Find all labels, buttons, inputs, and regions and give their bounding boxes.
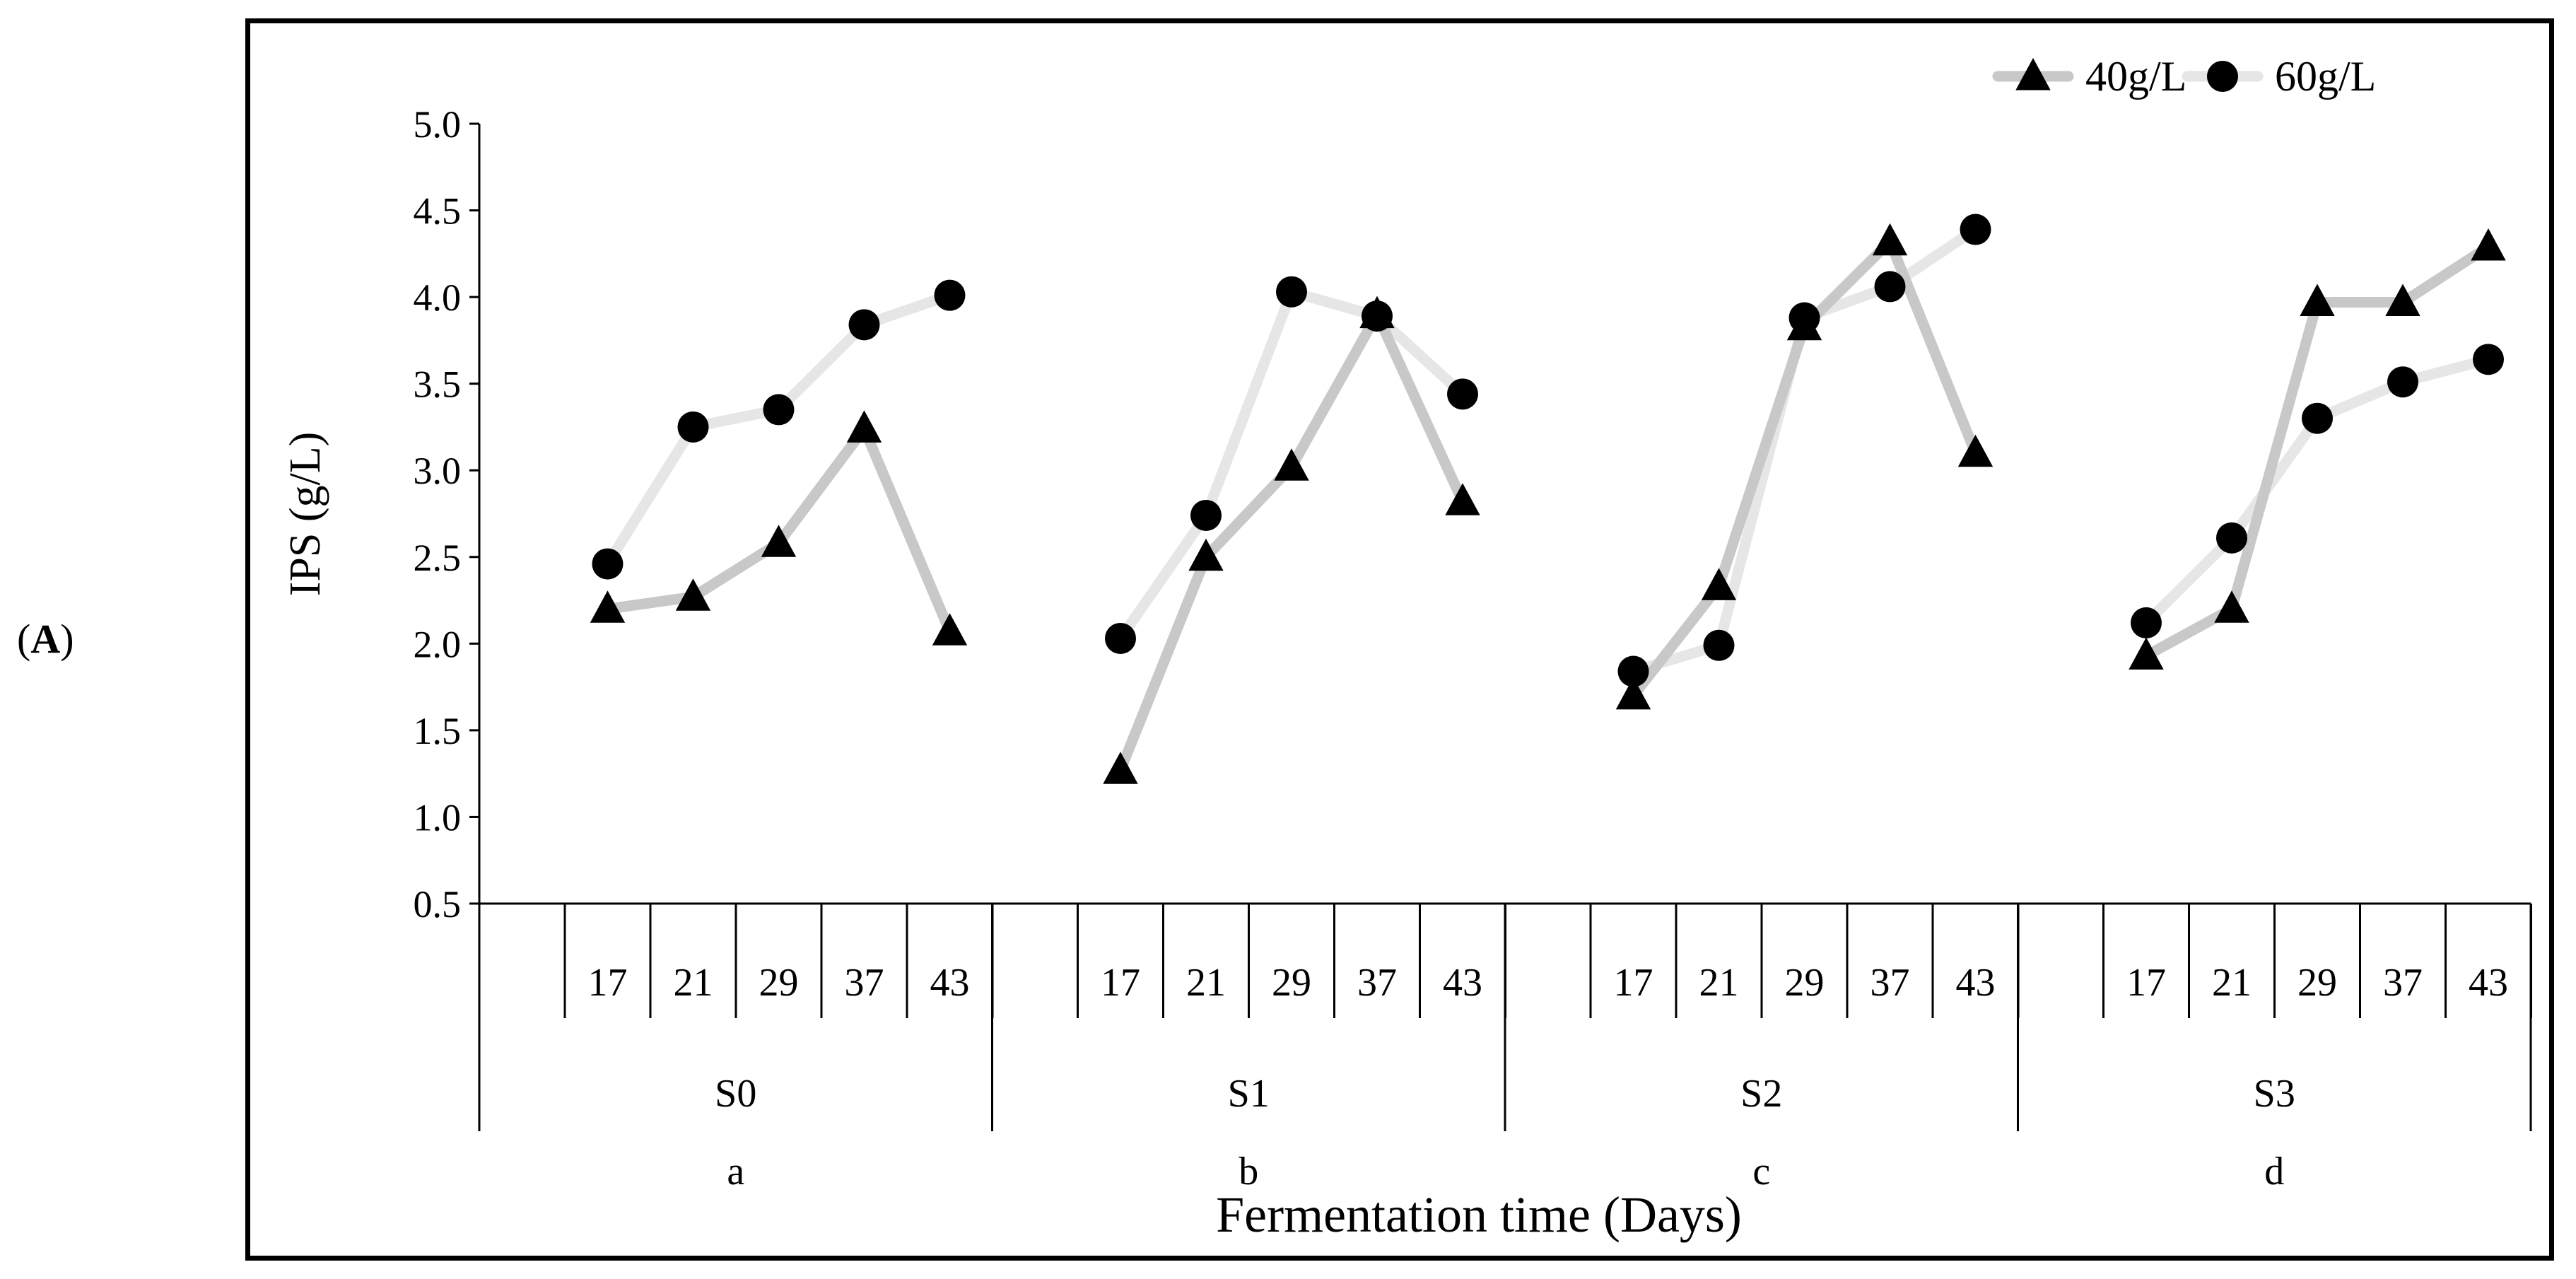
data-point-40g-per-L [846, 410, 882, 443]
series-line-60g-per-L [2141, 354, 2494, 629]
data-point-40g-per-L [1103, 752, 1138, 784]
day-tick-label: 43 [1956, 961, 1996, 1005]
group-letter: b [1239, 1150, 1258, 1193]
day-tick-label: 21 [674, 961, 713, 1005]
data-point-60g-per-L [1276, 276, 1307, 308]
y-tick-label: 4.0 [414, 276, 462, 319]
panel-label-close: ) [60, 616, 74, 662]
data-point-60g-per-L [934, 279, 966, 311]
y-tick-label: 2.5 [414, 537, 462, 579]
group-letter: c [1752, 1150, 1770, 1193]
data-point-60g-per-L [2387, 366, 2418, 398]
data-point-60g-per-L [1617, 655, 1649, 687]
y-tick-label: 0.5 [414, 883, 462, 925]
data-point-40g-per-L [2214, 590, 2249, 623]
data-point-60g-per-L [1105, 622, 1136, 654]
series-line-60g-per-L [602, 290, 955, 570]
panel-label-open: ( [17, 616, 31, 662]
data-point-60g-per-L [1447, 378, 1478, 410]
data-point-40g-per-L [1701, 568, 1737, 600]
day-tick-label: 17 [1101, 961, 1140, 1005]
group-label: S0 [715, 1072, 756, 1116]
legend-label: 40g/L [2085, 53, 2186, 100]
data-point-40g-per-L [761, 525, 797, 557]
y-tick-label: 3.5 [414, 363, 462, 406]
data-point-60g-per-L [2131, 607, 2162, 638]
x-axis-title: Fermentation time (Days) [1216, 1186, 1742, 1243]
day-tick-label: 29 [1785, 961, 1825, 1005]
data-point-40g-per-L [1872, 223, 1908, 256]
group-label: S3 [2254, 1072, 2295, 1116]
day-tick-label: 37 [845, 961, 884, 1005]
day-tick-label: 43 [1443, 961, 1482, 1005]
data-point-60g-per-L [1960, 214, 1991, 245]
data-point-40g-per-L [590, 590, 626, 623]
legend-label: 60g/L [2275, 53, 2376, 100]
day-tick-label: 17 [588, 961, 628, 1005]
data-point-40g-per-L [1359, 296, 1395, 329]
panel-label: (A) [17, 615, 74, 662]
data-point-60g-per-L [1190, 499, 1222, 531]
group-label: S2 [1740, 1072, 1782, 1116]
data-point-60g-per-L [848, 309, 880, 341]
y-tick-label: 1.5 [414, 710, 462, 752]
day-tick-label: 17 [1614, 961, 1653, 1005]
data-point-40g-per-L [1615, 677, 1651, 710]
day-tick-label: 37 [1357, 961, 1397, 1005]
data-point-60g-per-L [763, 394, 795, 426]
data-point-40g-per-L [1274, 448, 1309, 481]
legend-marker-circle [2207, 61, 2238, 92]
series-line-40g-per-L [1115, 309, 1468, 776]
data-point-40g-per-L [2300, 284, 2335, 316]
data-point-40g-per-L [2385, 284, 2420, 316]
data-point-60g-per-L [2473, 344, 2504, 375]
day-tick-label: 43 [930, 961, 970, 1005]
series-line-60g-per-L [1628, 224, 1981, 677]
data-point-60g-per-L [1703, 629, 1735, 661]
data-point-40g-per-L [1445, 483, 1480, 515]
day-tick-label: 29 [1272, 961, 1311, 1005]
y-axis-title: IPS (g/L) [281, 432, 329, 597]
data-point-60g-per-L [592, 548, 623, 580]
data-point-40g-per-L [932, 613, 968, 646]
day-tick-label: 29 [2297, 961, 2337, 1005]
data-point-40g-per-L [675, 578, 711, 611]
legend-marker-triangle [2015, 58, 2051, 90]
data-point-60g-per-L [2302, 402, 2333, 434]
group-label: S1 [1228, 1072, 1270, 1116]
day-tick-label: 21 [1699, 961, 1739, 1005]
day-tick-label: 29 [759, 961, 799, 1005]
panel-label-letter: A [30, 616, 61, 662]
data-point-40g-per-L [2471, 228, 2506, 261]
day-tick-label: 17 [2126, 961, 2166, 1005]
day-tick-label: 37 [2383, 961, 2423, 1005]
group-letter: d [2264, 1150, 2284, 1193]
group-letter: a [727, 1150, 744, 1193]
y-tick-label: 4.5 [414, 190, 462, 233]
data-point-40g-per-L [1786, 308, 1822, 341]
chart-frame [245, 18, 2554, 1261]
y-tick-label: 5.0 [414, 103, 462, 146]
data-point-40g-per-L [1188, 538, 1224, 571]
y-tick-label: 2.0 [414, 623, 462, 665]
data-point-60g-per-L [1874, 271, 1906, 303]
day-tick-label: 21 [2212, 961, 2252, 1005]
y-tick-label: 3.0 [414, 450, 462, 492]
data-point-40g-per-L [1957, 434, 1994, 467]
day-tick-label: 21 [1186, 961, 1226, 1005]
day-tick-label: 37 [1870, 961, 1910, 1005]
data-point-60g-per-L [677, 411, 709, 443]
data-point-40g-per-L [2129, 637, 2164, 670]
data-point-60g-per-L [2216, 522, 2247, 554]
day-tick-label: 43 [2469, 961, 2508, 1005]
y-tick-label: 1.0 [414, 796, 462, 839]
